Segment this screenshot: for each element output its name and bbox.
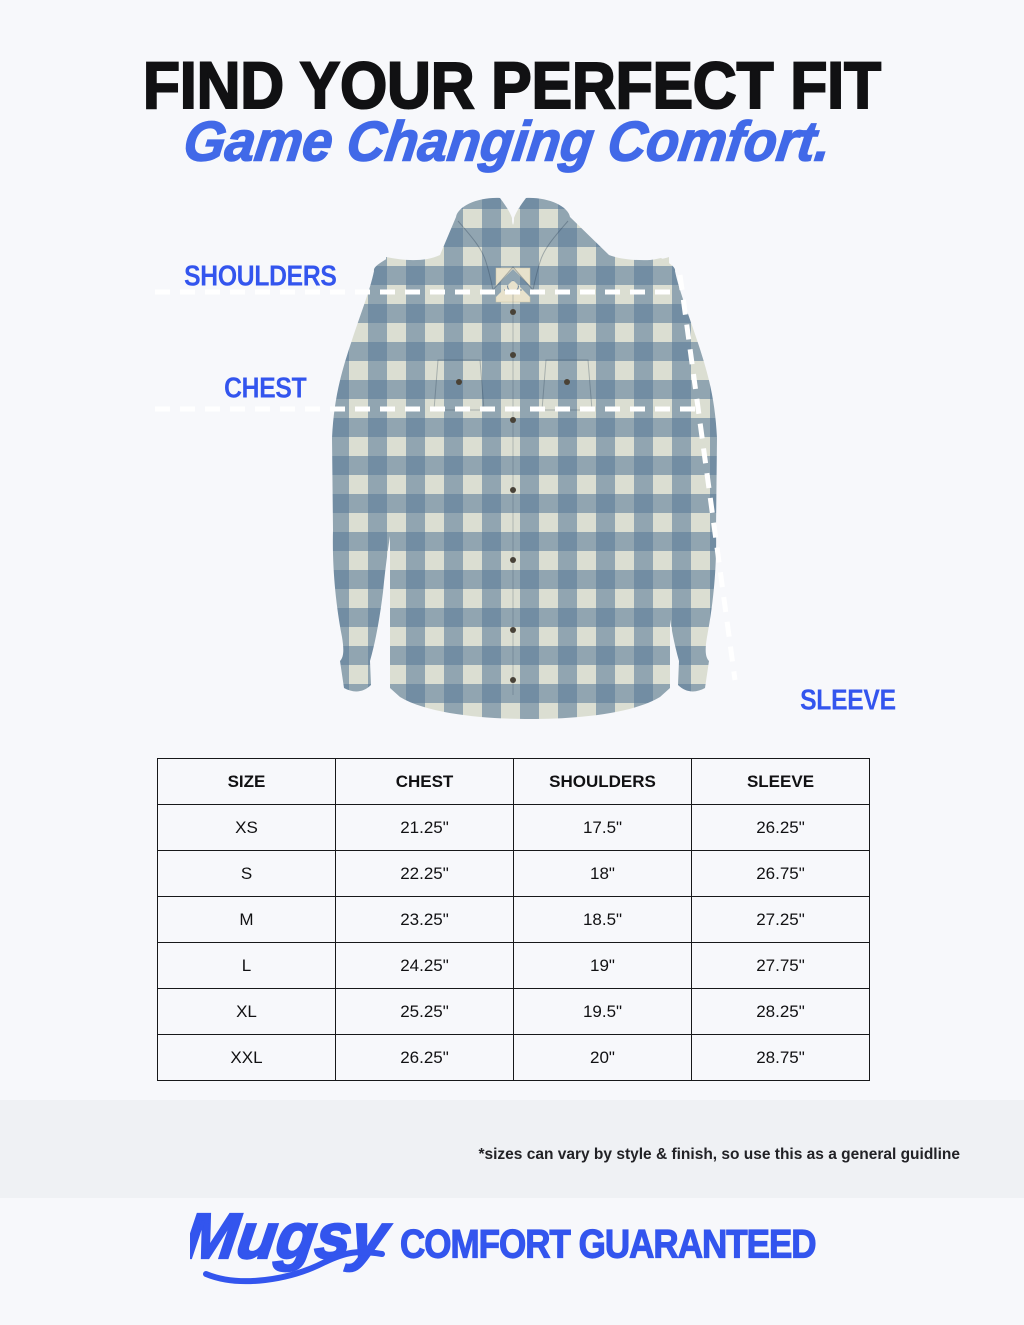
svg-text:Mugsy: Mugsy [190,1200,396,1272]
